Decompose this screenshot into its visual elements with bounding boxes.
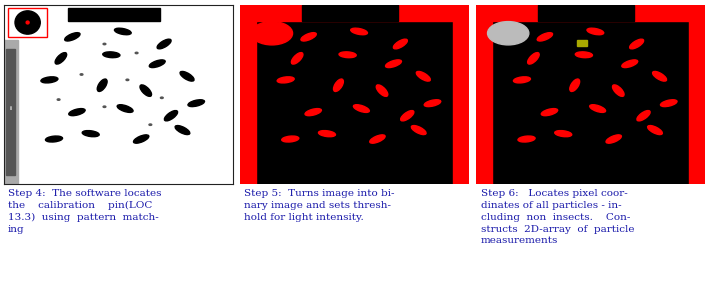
Ellipse shape (613, 85, 624, 96)
Ellipse shape (318, 131, 335, 137)
Ellipse shape (26, 21, 29, 24)
Text: Step 6:   Locates pixel coor-
dinates of all particles - in-
cluding  non  insec: Step 6: Locates pixel coor- dinates of a… (481, 189, 634, 245)
Ellipse shape (180, 71, 194, 81)
Ellipse shape (126, 79, 129, 81)
Ellipse shape (411, 126, 426, 135)
Ellipse shape (386, 60, 401, 67)
Ellipse shape (416, 71, 430, 81)
Ellipse shape (575, 52, 593, 58)
Ellipse shape (103, 52, 120, 58)
Bar (4, 40, 18, 184)
Ellipse shape (541, 109, 558, 116)
Ellipse shape (661, 100, 677, 107)
Text: Step 5:  Turns image into bi-
nary image and sets thresh-
hold for light intensi: Step 5: Turns image into bi- nary image … (245, 189, 395, 222)
Ellipse shape (637, 111, 650, 121)
Ellipse shape (69, 109, 85, 116)
Ellipse shape (606, 135, 621, 143)
Ellipse shape (157, 39, 171, 49)
Bar (577, 40, 587, 46)
Ellipse shape (630, 39, 644, 49)
Ellipse shape (103, 106, 106, 108)
Ellipse shape (55, 53, 67, 64)
Bar (689, 5, 705, 184)
Ellipse shape (351, 28, 367, 35)
Ellipse shape (188, 100, 204, 107)
Bar (240, 5, 469, 21)
Bar (240, 21, 256, 184)
Ellipse shape (376, 85, 388, 96)
Ellipse shape (370, 135, 385, 143)
Ellipse shape (570, 79, 580, 92)
Text: i: i (10, 106, 12, 111)
Ellipse shape (41, 77, 58, 83)
Ellipse shape (424, 100, 441, 107)
Bar (302, 5, 398, 21)
Ellipse shape (291, 53, 303, 64)
Ellipse shape (160, 97, 163, 98)
Ellipse shape (527, 53, 540, 64)
Ellipse shape (353, 105, 369, 112)
Ellipse shape (80, 74, 83, 75)
Bar (453, 5, 469, 184)
Ellipse shape (590, 105, 605, 112)
Bar (68, 8, 160, 21)
Ellipse shape (488, 22, 529, 45)
Ellipse shape (647, 126, 662, 135)
Ellipse shape (513, 77, 530, 83)
Ellipse shape (117, 105, 133, 112)
Ellipse shape (339, 52, 356, 58)
Ellipse shape (82, 131, 99, 137)
Ellipse shape (175, 126, 190, 135)
Ellipse shape (277, 77, 294, 83)
Bar (8, 8, 47, 37)
Ellipse shape (281, 136, 298, 142)
Ellipse shape (15, 11, 40, 34)
Ellipse shape (301, 33, 316, 41)
Ellipse shape (65, 33, 80, 41)
Ellipse shape (164, 111, 178, 121)
Ellipse shape (401, 111, 414, 121)
Ellipse shape (518, 136, 535, 142)
Ellipse shape (652, 71, 666, 81)
Ellipse shape (393, 39, 408, 49)
Ellipse shape (45, 136, 62, 142)
Ellipse shape (103, 43, 106, 45)
Ellipse shape (305, 109, 321, 116)
Ellipse shape (251, 22, 293, 45)
Ellipse shape (333, 79, 343, 92)
Ellipse shape (622, 60, 637, 67)
Bar (538, 5, 635, 21)
Bar (476, 21, 492, 184)
Ellipse shape (150, 60, 165, 67)
Text: Step 4:  The software locates
the    calibration    pin(LOC
13.3)  using  patter: Step 4: The software locates the calibra… (8, 189, 162, 234)
Ellipse shape (133, 135, 149, 143)
Ellipse shape (537, 33, 552, 41)
Ellipse shape (587, 28, 604, 35)
Ellipse shape (97, 79, 107, 92)
Ellipse shape (149, 124, 152, 126)
Bar (6, 49, 15, 175)
Bar (476, 5, 705, 21)
Ellipse shape (554, 131, 571, 137)
Ellipse shape (57, 99, 60, 100)
Ellipse shape (114, 28, 131, 35)
Ellipse shape (140, 85, 152, 96)
Ellipse shape (135, 52, 138, 54)
